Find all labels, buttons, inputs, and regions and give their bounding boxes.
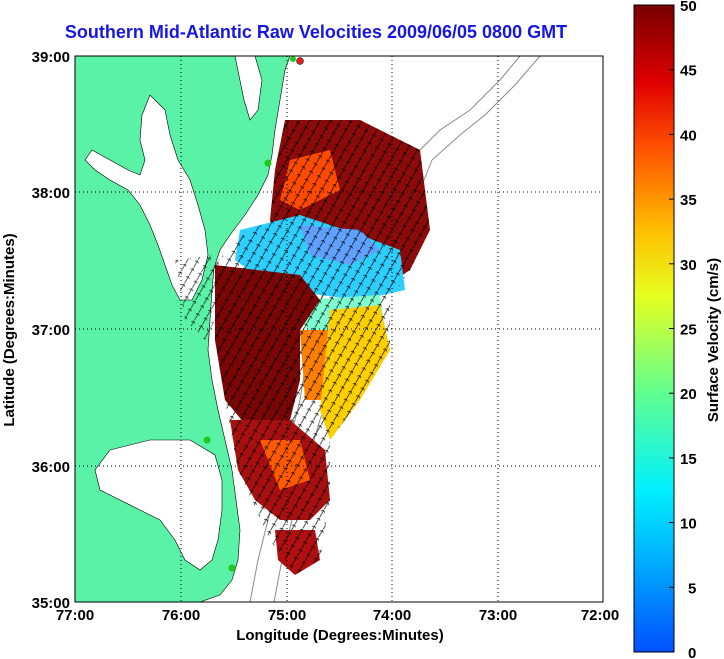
y-tick-label: 36:00: [32, 459, 70, 476]
station-marker: [290, 56, 296, 62]
colorbar-tick-label: 0: [688, 645, 696, 659]
colorbar-gradient: [633, 4, 675, 653]
plot-frame: [74, 55, 604, 603]
velocity-arrows: [215, 120, 430, 575]
y-tick-label: 39:00: [32, 49, 70, 66]
y-tick-label: 38:00: [32, 185, 70, 202]
y-tick-label: 35:00: [32, 595, 70, 612]
colorbar-label: Surface Velocity (cm/s): [705, 258, 722, 422]
chesapeake-bay: [84, 94, 209, 301]
x-tick-label: 75:00: [268, 607, 306, 624]
colorbar-tick-label: 15: [680, 451, 697, 468]
velocity-field: [175, 120, 430, 575]
delaware-bay: [234, 56, 263, 121]
coastal-arrows: [175, 255, 215, 340]
y-tick-label: 37:00: [32, 322, 70, 339]
x-tick-label: 76:00: [162, 607, 200, 624]
station-marker: [296, 57, 304, 65]
colorbar-tick-label: 30: [680, 257, 697, 274]
colorbar-tick-label: 45: [680, 63, 697, 80]
station-marker: [228, 564, 236, 572]
colorbar-tick-label: 40: [680, 127, 697, 144]
colorbar-tick-label: 5: [688, 580, 696, 597]
pamlico-sound: [94, 439, 223, 571]
colorbar-ticks: [669, 4, 674, 588]
map-title: Southern Mid-Atlantic Raw Velocities 200…: [64, 22, 568, 42]
grid-lines: [75, 56, 603, 602]
x-tick-label: 74:00: [373, 607, 411, 624]
station-marker: [203, 436, 211, 444]
colorbar-tick-label: 10: [680, 516, 697, 533]
colorbar: 50 45 40 35 30 25 20 15 10 5 0 Surface V…: [633, 0, 722, 659]
colorbar-tick-label: 35: [680, 192, 697, 209]
station-marker: [264, 159, 272, 167]
colorbar-tick-label: 20: [680, 386, 697, 403]
colorbar-tick-label: 50: [680, 0, 697, 15]
x-tick-label: 73:00: [479, 607, 517, 624]
y-axis: 39:00 38:00 37:00 36:00 35:00 Latitude (…: [1, 49, 70, 612]
x-axis-label: Longitude (Degrees:Minutes): [236, 627, 444, 644]
x-tick-label: 72:00: [581, 607, 619, 624]
x-axis: 77:00 76:00 75:00 74:00 73:00 72:00 Long…: [56, 607, 619, 644]
x-tick-label: 77:00: [56, 607, 94, 624]
colorbar-tick-label: 25: [680, 322, 697, 339]
y-axis-label: Latitude (Degrees:Minutes): [1, 233, 18, 426]
